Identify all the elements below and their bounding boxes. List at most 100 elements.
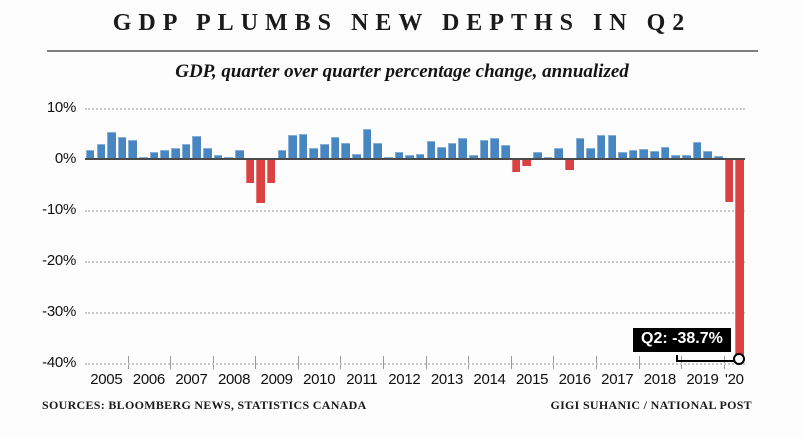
bar-2009-q3 [277, 149, 287, 159]
x-tick [638, 356, 640, 369]
bar-2007-q1 [171, 147, 180, 159]
bar-2015-q3 [532, 152, 542, 159]
bar-2011-q2 [352, 154, 361, 159]
bar-2009-q4 [288, 135, 297, 159]
bar-2007-q4 [202, 148, 212, 159]
x-tick [255, 356, 257, 369]
y-label--20pct: -20% [42, 252, 76, 269]
x-tick [170, 356, 172, 369]
x-label-2007: 2007 [175, 371, 208, 388]
bar-2006-q4 [160, 150, 169, 159]
bar-2018-q2 [650, 151, 659, 159]
bar-2011-q4 [373, 142, 382, 159]
gridline--30pct [85, 312, 745, 314]
y-label--30pct: -30% [42, 303, 76, 320]
bar-2018-q4 [671, 155, 680, 159]
bar-2017-q1 [596, 134, 606, 159]
plot-area [85, 108, 745, 365]
x-tick [553, 356, 555, 369]
bar-2019-q3 [703, 151, 712, 159]
bar-2008-q2 [224, 156, 233, 159]
x-label-2009: 2009 [260, 371, 293, 388]
bar-2019-q4 [713, 156, 723, 159]
bar-2008-q3 [234, 150, 244, 159]
x-tick [468, 356, 470, 369]
bar-2013-q4 [458, 138, 468, 159]
bar-2014-q3 [490, 138, 499, 159]
bar-2005-q1 [85, 149, 95, 159]
bar-2006-q1 [128, 140, 138, 159]
chart-subtitle: GDP, quarter over quarter percentage cha… [175, 61, 629, 82]
gridline--40pct [85, 363, 745, 365]
bar-2020-q2 [735, 159, 744, 357]
x-tick [510, 356, 512, 369]
x-tick [595, 356, 597, 369]
bar-2012-q3 [405, 155, 414, 159]
bar-2008-q4 [245, 159, 255, 184]
bar-2019-q2 [692, 142, 702, 159]
bar-2013-q1 [426, 141, 436, 159]
x-label-2013: 2013 [430, 371, 464, 388]
x-label-2006: 2006 [132, 371, 165, 388]
sources-credit: SOURCES: BLOOMBERG NEWS, STATISTICS CANA… [42, 398, 367, 412]
bar-2011-q1 [341, 143, 350, 159]
bar-2018-q1 [639, 148, 649, 159]
gridline--20pct [85, 261, 745, 263]
x-tick [681, 356, 683, 369]
x-tick [340, 356, 342, 369]
bar-2005-q2 [96, 143, 106, 159]
bar-2007-q3 [192, 136, 201, 159]
x-label-2016: 2016 [558, 371, 591, 388]
bar-2011-q3 [362, 129, 372, 159]
title-divider-rule [47, 50, 758, 52]
bar-2005-q4 [117, 136, 127, 159]
bar-2014-q4 [501, 145, 510, 159]
x-tick [425, 356, 427, 369]
x-tick [127, 356, 129, 369]
x-label-2010: 2010 [303, 371, 336, 388]
bar-2016-q2 [564, 159, 574, 171]
bar-2012-q4 [415, 153, 425, 159]
bar-2014-q1 [469, 155, 478, 159]
y-label--10pct: -10% [42, 201, 76, 218]
bar-2010-q3 [320, 144, 329, 159]
bar-2019-q1 [682, 155, 691, 159]
q2-callout-label: Q2: -38.7% [633, 328, 731, 352]
x-label-2008: 2008 [217, 371, 251, 388]
bar-2009-q1 [256, 159, 265, 204]
y-label--40pct: -40% [42, 354, 76, 371]
bar-2016-q1 [554, 147, 563, 159]
author-credit: GIGI SUHANIC / NATIONAL POST [550, 398, 752, 412]
bar-2020-q1 [724, 159, 734, 203]
callout-connector-line [676, 355, 736, 362]
x-tick [383, 356, 385, 369]
y-label-10pct: 10% [46, 99, 76, 116]
bar-2010-q4 [330, 136, 340, 159]
gridline-0pct [85, 158, 745, 160]
bar-2017-q4 [628, 150, 638, 159]
bar-2014-q2 [479, 140, 489, 159]
bar-2015-q1 [511, 159, 521, 172]
bar-2017-q2 [607, 135, 617, 159]
bar-2008-q1 [213, 154, 223, 159]
gridline--10pct [85, 210, 745, 212]
bar-2010-q2 [309, 148, 319, 159]
bar-2012-q2 [394, 152, 404, 159]
x-tick [297, 356, 299, 369]
x-label-2011: 2011 [346, 371, 378, 388]
bar-2017-q3 [618, 152, 627, 159]
x-label-2015: 2015 [516, 371, 549, 388]
bar-2005-q3 [107, 132, 116, 159]
x-label-2014: 2014 [473, 371, 506, 388]
bar-2013-q3 [447, 143, 457, 159]
bar-2007-q2 [181, 143, 191, 159]
bar-2018-q3 [660, 146, 670, 159]
bar-2015-q2 [522, 159, 531, 166]
bar-2010-q1 [298, 134, 308, 159]
q2-point-marker [733, 353, 745, 365]
x-label-2012: 2012 [388, 371, 421, 388]
x-tick [723, 356, 725, 369]
bar-2016-q3 [575, 138, 585, 159]
gridline-10pct [85, 108, 745, 110]
y-label-0pct: 0% [54, 150, 76, 167]
